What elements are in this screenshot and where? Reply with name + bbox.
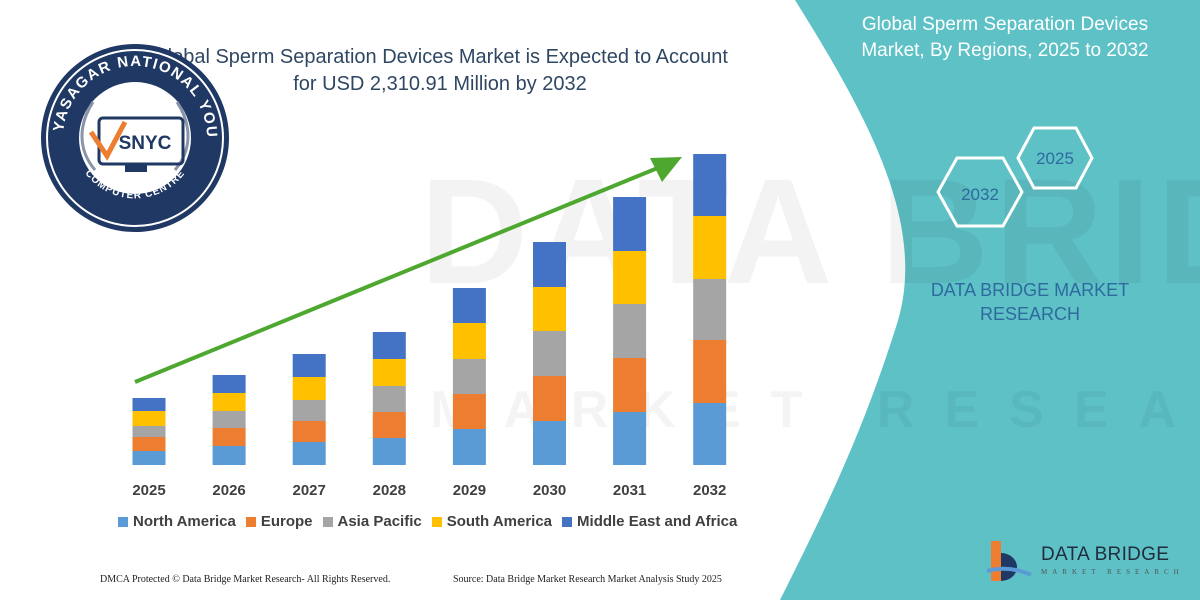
hexagon-left-year: 2032 [961,185,999,204]
bar-2031-asia-pacific [613,304,647,358]
bar-2031-europe [613,358,647,412]
year-hexagons: 2032 2025 [936,126,1094,228]
data-bridge-logo-sub: MARKET RESEARCH [1041,568,1184,576]
side-title-line2: Market, By Regions, 2025 to 2032 [861,40,1149,61]
side-brand-line2: RESEARCH [979,304,1081,324]
hexagon-left [936,156,1024,228]
hexagon-right [1016,126,1094,190]
bar-2030-middle-east-and-africa [533,242,566,287]
x-tick-label-2029: 2029 [453,482,486,499]
bar-2027-north-america [292,442,326,465]
bar-2027-south-america [292,377,326,400]
bar-2025-north-america [132,451,166,465]
checkmark-icon [88,120,128,161]
x-tick-label-2026: 2026 [212,482,245,499]
chart-title-line2: for USD 2,310.91 Million by 2032 [293,73,587,95]
x-tick-label-2030: 2030 [533,482,566,499]
bar-2025-europe [132,437,166,451]
badge-emblem-text: SNYC [119,133,172,154]
bar-2032-asia-pacific [693,279,727,340]
x-tick-label-2027: 2027 [293,482,326,499]
legend-label-asia-pacific: Asia Pacific [337,513,422,530]
x-tick-label-2025: 2025 [132,482,165,499]
side-brand-text: DATA BRIDGE MARKET RESEARCH [930,278,1130,326]
chart-title: Global Sperm Separation Devices Market i… [120,44,760,98]
bar-2025-south-america [132,411,166,426]
laurel-left-icon [80,101,97,171]
monitor-stand-icon [125,164,147,172]
chart-title-line1: Global Sperm Separation Devices Market i… [152,46,728,68]
legend-swatch-north-america [118,516,128,527]
legend-label-europe: Europe [260,513,313,530]
side-panel-title: Global Sperm Separation Devices Market, … [820,12,1190,64]
data-bridge-logo: DATA BRIDGE MARKET RESEARCH [985,535,1184,585]
bar-2029-asia-pacific [452,359,486,394]
badge-white-ring [46,49,224,227]
bar-2028-asia-pacific [372,386,406,412]
legend-swatch-middle-east-and-africa [562,516,573,527]
bar-2028-south-america [372,359,406,386]
legend-label-north-america: North America [133,513,236,530]
badge-inner-disc [79,82,191,194]
x-tick-label-2031: 2031 [613,482,646,499]
bar-2026-middle-east-and-africa [212,375,246,393]
bar-2026-south-america [212,393,246,411]
bar-2029-north-america [452,429,486,465]
bar-2026-north-america [212,446,246,465]
bar-2028-europe [372,412,406,438]
footer-source: Source: Data Bridge Market Research Mark… [453,574,722,585]
x-tick-label-2028: 2028 [373,482,406,499]
legend-item-middle-east-and-africa: Middle East and Africa [562,513,737,530]
legend-swatch-europe [245,516,256,527]
bar-2031-middle-east-and-africa [613,197,647,251]
x-tick-label-2032: 2032 [693,482,726,499]
bar-2029-europe [452,394,486,429]
trend-arrow [134,157,682,384]
side-brand-line1: DATA BRIDGE MARKET [930,280,1130,300]
legend-swatch-south-america [431,516,442,527]
data-bridge-logo-name: DATA BRIDGE [1041,544,1170,565]
bar-2030-europe [533,376,566,421]
side-title-line1: Global Sperm Separation Devices [861,14,1149,35]
legend-item-asia-pacific: Asia Pacific [322,513,422,530]
bar-2026-asia-pacific [212,411,246,428]
legend-label-south-america: South America [446,513,553,530]
legend-item-north-america: North America [118,513,236,530]
bar-2030-south-america [533,287,566,331]
legend-item-south-america: South America [431,513,553,530]
data-bridge-logo-icon [986,541,1032,581]
bar-2031-north-america [613,412,647,465]
snyc-badge-logo: VIDYASAGAR NATIONAL YOUTH COMPUTER CENTR… [33,40,229,232]
bar-2026-europe [212,428,246,446]
bar-2025-asia-pacific [132,426,166,437]
trend-arrow-line [134,165,661,384]
bar-2032-north-america [693,403,727,465]
bar-2027-europe [292,421,326,442]
bar-2030-north-america [533,421,566,465]
bar-2025-middle-east-and-africa [132,398,166,411]
legend-label-middle-east-and-africa: Middle East and Africa [577,513,738,530]
stacked-bar-chart: 2025 2026 2027 2028 2029 2030 2031 2032 [132,154,727,499]
footer-copyright: DMCA Protected © Data Bridge Market Rese… [100,574,391,585]
bar-2028-north-america [372,438,406,465]
bars-group [132,154,727,465]
legend-swatch-asia-pacific [322,516,333,527]
bar-2032-south-america [693,216,727,279]
bar-2029-south-america [452,323,486,359]
bar-2032-middle-east-and-africa [693,154,727,216]
x-tick-labels: 2025 2026 2027 2028 2029 2030 2031 2032 [132,482,726,499]
legend-item-europe: Europe [245,513,313,530]
bar-2032-europe [693,340,727,403]
bar-2029-middle-east-and-africa [452,288,486,323]
hexagon-right-year: 2025 [1036,149,1074,168]
trend-arrow-head [650,157,682,182]
bar-2031-south-america [613,251,647,304]
chart-legend: North America Europe Asia Pacific South Ame… [118,513,737,530]
bar-2027-asia-pacific [292,400,326,421]
bar-2028-middle-east-and-africa [372,332,406,359]
bar-2027-middle-east-and-africa [292,354,326,377]
bar-2030-asia-pacific [533,331,566,376]
